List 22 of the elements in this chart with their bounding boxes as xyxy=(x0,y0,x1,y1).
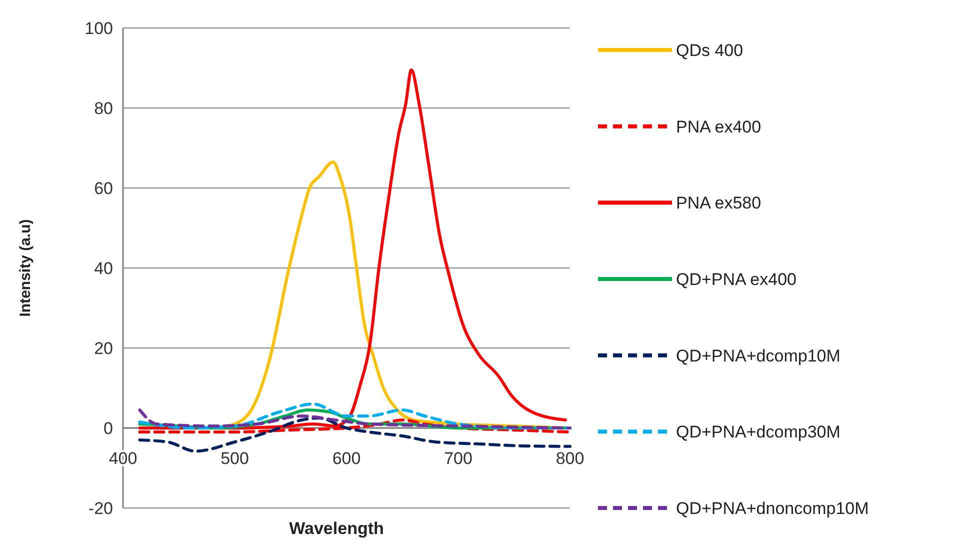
x-axis-title: Wavelength xyxy=(289,519,384,538)
y-tick-label: 100 xyxy=(84,18,113,38)
x-tick-label: 500 xyxy=(220,449,249,468)
y-tick-label: 40 xyxy=(94,258,113,278)
x-tick-label: 800 xyxy=(556,449,584,468)
legend-label: QD+PNA+dnoncomp10M xyxy=(676,498,869,518)
legend-label: QD+PNA ex400 xyxy=(676,270,796,289)
legend-label: QD+PNA+dcomp30M xyxy=(676,422,840,442)
y-tick-label: 0 xyxy=(104,418,113,438)
y-tick-label: 60 xyxy=(94,178,113,198)
y-tick-label: 80 xyxy=(94,98,113,118)
line-series xyxy=(138,416,572,453)
y-tick-label: 20 xyxy=(94,338,113,358)
x-tick-label: 600 xyxy=(332,449,361,468)
legend-label: QD+PNA+dcomp10M xyxy=(676,346,840,366)
y-tick-label: -20 xyxy=(88,498,113,518)
legend-label: PNA ex400 xyxy=(676,117,762,136)
line-series xyxy=(138,68,568,430)
x-tick-label: 700 xyxy=(444,449,472,468)
legend-label: QDs 400 xyxy=(676,40,744,60)
legend-label: PNA ex580 xyxy=(676,194,762,213)
y-axis-title: Intensity (a.u) xyxy=(17,219,34,317)
